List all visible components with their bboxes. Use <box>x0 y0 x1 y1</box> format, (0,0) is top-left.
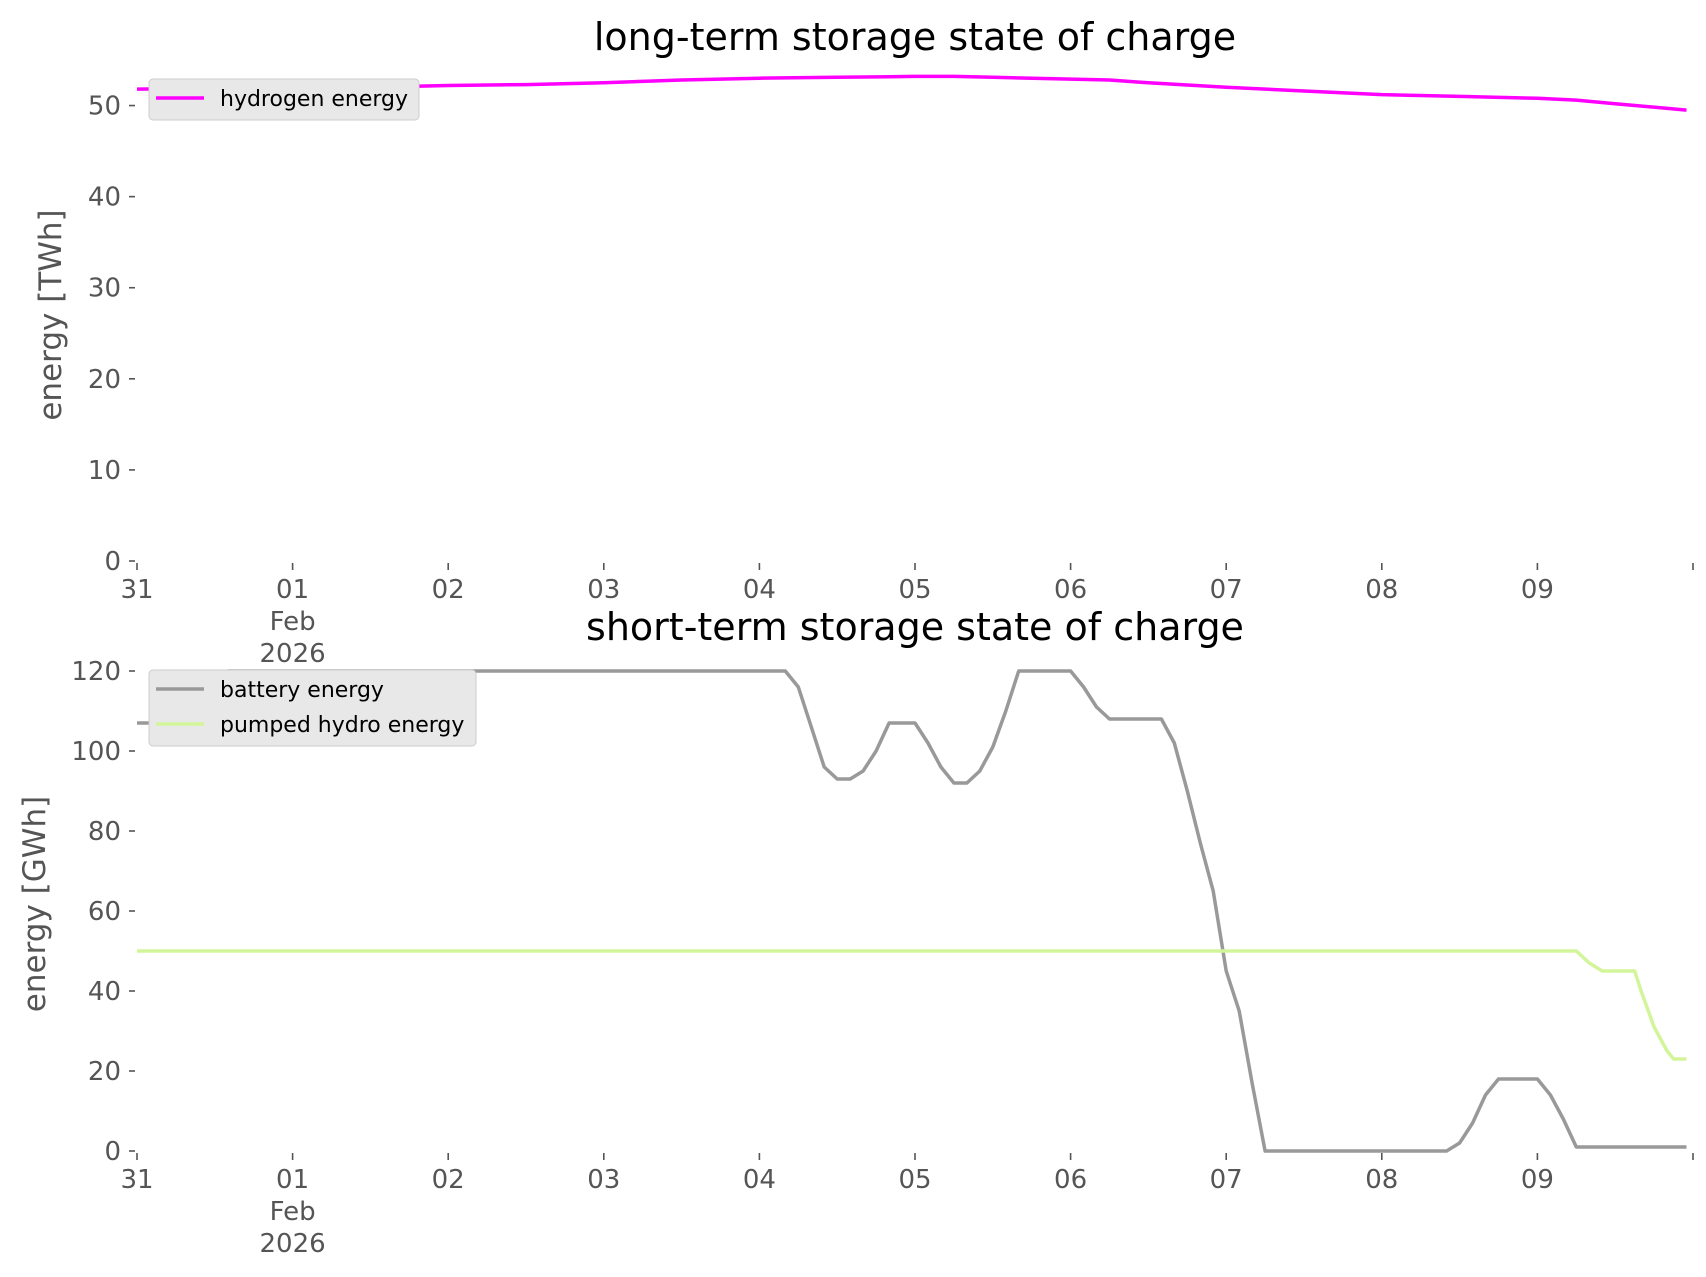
long-term-chart: long-term storage state of charge energy… <box>33 15 1694 669</box>
legend-short-term: battery energy pumped hydro energy <box>148 669 477 747</box>
series-group-short-term <box>137 669 1687 1153</box>
y-tick-label: 40 <box>88 183 121 213</box>
x-tick-label: Feb <box>270 1197 316 1227</box>
x-tick-label: 05 <box>898 1165 931 1195</box>
x-tick-label: 04 <box>743 575 776 605</box>
y-axis-label-short-term: energy [GWh] <box>17 796 53 1012</box>
y-tick-label: 80 <box>88 817 121 847</box>
x-tick-label: 07 <box>1210 575 1243 605</box>
legend-label-battery: battery energy <box>220 678 384 703</box>
legend-box <box>148 78 420 121</box>
x-tick-label: 31 <box>120 575 153 605</box>
y-tick-label: 0 <box>104 547 121 577</box>
y-tick-label: 20 <box>88 1057 121 1087</box>
x-tick-label: 03 <box>587 575 620 605</box>
series-line-hydrogen-energy <box>136 74 1687 112</box>
legend-label-pumped-hydro: pumped hydro energy <box>220 713 464 738</box>
series-line-battery-energy <box>137 669 1687 1153</box>
x-tick-label: 2026 <box>260 1229 326 1259</box>
y-tick-label: 40 <box>88 977 121 1007</box>
x-tick-label: 09 <box>1521 1165 1554 1195</box>
y-tick-label: 10 <box>88 456 121 486</box>
x-tick-label: 09 <box>1521 575 1554 605</box>
x-tick-label: 06 <box>1054 575 1087 605</box>
y-tick-label: 120 <box>71 657 121 687</box>
x-tick-label: 02 <box>432 575 465 605</box>
x-tick-label: 2026 <box>260 639 326 669</box>
x-tick-label: 08 <box>1365 1165 1398 1195</box>
x-tick-label: 02 <box>432 1165 465 1195</box>
x-tick-label: 07 <box>1210 1165 1243 1195</box>
legend-label-hydrogen: hydrogen energy <box>220 87 408 112</box>
y-tick-label: 50 <box>88 92 121 122</box>
x-tick-label: 01 <box>276 1165 309 1195</box>
y-axis-label-long-term: energy [TWh] <box>33 209 69 420</box>
x-tick-label: 08 <box>1365 575 1398 605</box>
x-tick-label: Feb <box>270 607 316 637</box>
short-term-chart: short-term storage state of charge energ… <box>17 605 1694 1259</box>
chart-title-long-term: long-term storage state of charge <box>594 15 1236 59</box>
y-tick-label: 0 <box>104 1137 121 1167</box>
y-tick-label: 60 <box>88 897 121 927</box>
x-tick-label: 31 <box>120 1165 153 1195</box>
legend-box <box>148 669 477 747</box>
legend-long-term: hydrogen energy <box>148 78 420 121</box>
chart-title-short-term: short-term storage state of charge <box>586 605 1244 649</box>
y-tick-label: 30 <box>88 274 121 304</box>
x-tick-label: 03 <box>587 1165 620 1195</box>
x-tick-label: 06 <box>1054 1165 1087 1195</box>
series-line-pumped-hydro-energy <box>137 949 1687 1061</box>
x-tick-label: 05 <box>898 575 931 605</box>
y-tick-label: 20 <box>88 365 121 395</box>
x-tick-label: 01 <box>276 575 309 605</box>
y-tick-label: 100 <box>71 737 121 767</box>
series-group-long-term <box>136 74 1687 112</box>
x-tick-label: 04 <box>743 1165 776 1195</box>
